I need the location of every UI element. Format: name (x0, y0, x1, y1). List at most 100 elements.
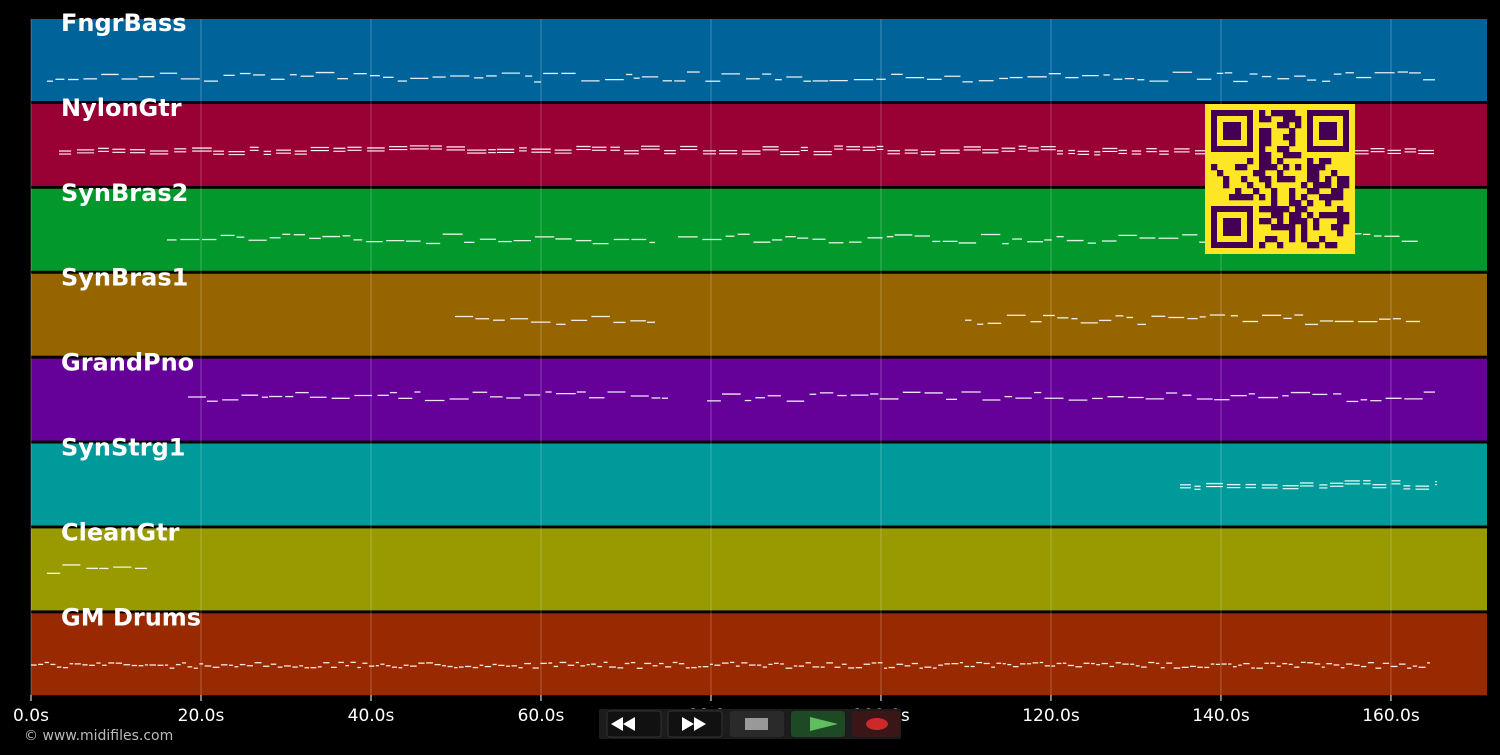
qr-module (1331, 224, 1338, 231)
qr-module (1313, 218, 1320, 225)
qr-module (1223, 182, 1230, 189)
qr-module (1289, 110, 1296, 117)
qr-module (1307, 170, 1314, 177)
qr-module (1271, 188, 1278, 195)
qr-module (1265, 182, 1272, 189)
qr-module (1265, 176, 1272, 183)
qr-module (1295, 164, 1302, 171)
qr-module (1331, 194, 1338, 201)
qr-module (1337, 182, 1344, 189)
qr-module (1325, 182, 1332, 189)
qr-module (1313, 164, 1320, 171)
qr-module (1319, 194, 1326, 201)
qr-module (1289, 236, 1296, 243)
qr-module (1295, 122, 1302, 129)
track-name: CleanGtr (61, 518, 180, 546)
qr-module (1277, 158, 1284, 165)
qr-module (1241, 176, 1248, 183)
notes (31, 71, 1437, 669)
qr-module (1283, 146, 1290, 153)
qr-module (1283, 206, 1290, 213)
qr-module (1337, 224, 1344, 231)
qr-module (1301, 182, 1308, 189)
qr-module (1313, 242, 1320, 249)
qr-module (1277, 170, 1284, 177)
play-icon (810, 717, 838, 731)
stop-button[interactable] (730, 711, 784, 737)
qr-module (1307, 212, 1314, 219)
qr-module (1307, 200, 1314, 207)
qr-module (1325, 194, 1332, 201)
transport-controls (599, 709, 901, 739)
qr-module (1295, 200, 1302, 207)
track-band (31, 528, 1487, 611)
qr-module (1289, 128, 1296, 135)
qr-module (1295, 152, 1302, 159)
qr-module (1319, 236, 1326, 243)
qr-module (1259, 158, 1266, 165)
play-button[interactable] (791, 711, 845, 737)
tick-label: 160.0s (1362, 706, 1420, 726)
qr-module (1289, 200, 1296, 207)
qr-module (1277, 206, 1284, 213)
qr-module (1265, 164, 1272, 171)
qr-module (1235, 188, 1242, 195)
qr-module (1289, 212, 1296, 219)
qr-module (1313, 224, 1320, 231)
qr-module (1301, 206, 1308, 213)
stop-icon (745, 718, 768, 730)
qr-module (1241, 194, 1248, 201)
qr-module (1283, 176, 1290, 183)
qr-module (1283, 152, 1290, 159)
qr-module (1265, 206, 1272, 213)
qr-module (1259, 128, 1266, 135)
qr-module (1259, 116, 1266, 123)
qr-module (1283, 116, 1290, 123)
qr-module (1325, 176, 1332, 183)
qr-module (1259, 206, 1266, 213)
track-band (31, 358, 1487, 441)
qr-module (1307, 164, 1314, 171)
qr-module (1265, 158, 1272, 165)
qr-module (1277, 176, 1284, 183)
qr-module (1277, 122, 1284, 129)
qr-module (1223, 176, 1230, 183)
qr-module (1283, 134, 1290, 141)
track-name: GM Drums (61, 603, 201, 631)
track-labels: FngrBass NylonGtr SynBras2 SynBras1 GrandPno… (61, 9, 201, 631)
qr-module (1259, 170, 1266, 177)
qr-module (1259, 194, 1266, 201)
qr-module (1319, 212, 1326, 219)
qr-module (1289, 188, 1296, 195)
tick-label: 60.0s (518, 706, 565, 726)
qr-module (1331, 188, 1338, 195)
track-band (31, 19, 1487, 101)
tick-label: 40.0s (348, 706, 395, 726)
qr-module (1283, 164, 1290, 171)
qr-module (1307, 242, 1314, 249)
qr-module (1277, 218, 1284, 225)
qr-module (1259, 176, 1266, 183)
qr-module (1253, 188, 1260, 195)
qr-module (1295, 212, 1302, 219)
track-band (31, 273, 1487, 356)
qr-module (1259, 134, 1266, 141)
qr-module (1259, 164, 1266, 171)
credit: © www.midifiles.com (24, 728, 173, 744)
qr-module (1289, 194, 1296, 201)
qr-module (1313, 170, 1320, 177)
qr-module (1307, 176, 1314, 183)
qr-module (1277, 146, 1284, 153)
qr-module (1271, 110, 1278, 117)
qr-module (1283, 110, 1290, 117)
qr-module (1247, 182, 1254, 189)
qr-module (1265, 218, 1272, 225)
forward-button[interactable] (667, 710, 723, 738)
track-name: SynBras2 (61, 179, 188, 207)
qr-module (1259, 140, 1266, 147)
record-button[interactable] (852, 711, 900, 737)
qr-module (1289, 230, 1296, 237)
rewind-button[interactable] (606, 710, 662, 738)
qr-module (1295, 218, 1302, 225)
